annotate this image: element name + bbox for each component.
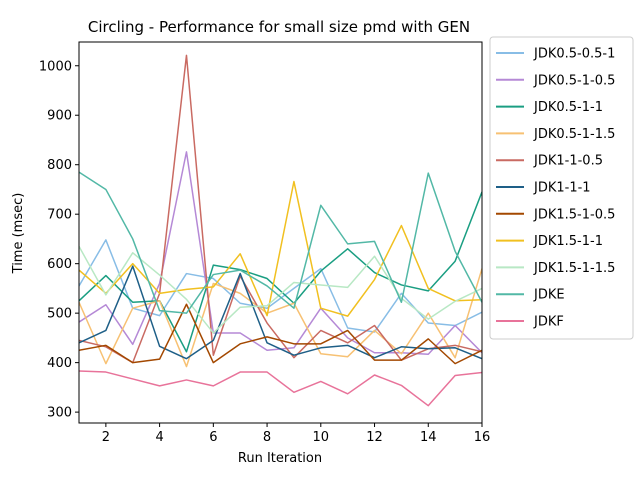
y-tick-label: 700 <box>47 208 72 223</box>
legend-item: JDK0.5-1-1 <box>496 100 603 115</box>
x-axis-title: Run Iteration <box>238 451 322 466</box>
y-tick-label: 400 <box>47 356 72 371</box>
legend-label: JDK1-1-1 <box>533 181 591 196</box>
x-tick-label: 12 <box>366 430 383 445</box>
x-tick-label: 2 <box>102 430 110 445</box>
y-tick-label: 900 <box>47 109 72 124</box>
x-tick-label: 10 <box>313 430 330 445</box>
legend-item: JDK1-1-1 <box>496 181 591 196</box>
legend-item: JDKF <box>496 315 564 330</box>
legend: JDK0.5-0.5-1 JDK0.5-1-0.5 JDK0.5-1-1 JDK0.5… <box>489 36 634 340</box>
legend-label: JDK0.5-1-1.5 <box>533 127 615 142</box>
legend-item: JDK1-1-0.5 <box>496 154 603 169</box>
legend-label: JDKF <box>533 315 564 330</box>
series-line-8 <box>79 180 482 317</box>
legend-box <box>489 36 634 340</box>
y-axis-title: Time (msec) <box>11 193 26 275</box>
chart-title: Circling - Performance for small size pm… <box>88 18 470 36</box>
y-tick-label: 500 <box>47 307 72 322</box>
legend-label: JDKE <box>533 288 565 303</box>
legend-item: JDK1.5-1-1.5 <box>496 261 615 276</box>
legend-label: JDK1.5-1-1.5 <box>533 261 615 276</box>
legend-item: JDK0.5-0.5-1 <box>496 47 615 62</box>
x-tick-label: 8 <box>263 430 271 445</box>
legend-label: JDK1.5-1-0.5 <box>533 207 615 222</box>
legend-label: JDK0.5-1-1 <box>533 100 603 115</box>
legend-label: JDK0.5-0.5-1 <box>533 47 615 62</box>
legend-item: JDK1.5-1-0.5 <box>496 207 615 222</box>
legend-item: JDKE <box>496 288 565 303</box>
plot-frame <box>78 41 483 424</box>
x-tick-label: 6 <box>209 430 217 445</box>
series-line-9 <box>79 245 482 334</box>
legend-label: JDK1-1-0.5 <box>533 154 603 169</box>
x-axis: 2 4 6 8 10 12 14 16 <box>102 423 491 445</box>
y-tick-label: 1000 <box>39 59 72 74</box>
legend-label: JDK1.5-1-1 <box>533 234 603 249</box>
series-line-6 <box>79 265 482 360</box>
series-line-10 <box>79 171 482 314</box>
y-tick-label: 300 <box>47 406 72 421</box>
y-tick-label: 600 <box>47 257 72 272</box>
series-line-11 <box>79 370 482 407</box>
x-tick-label: 16 <box>474 430 491 445</box>
legend-item: JDK1.5-1-1 <box>496 234 603 249</box>
legend-label: JDK0.5-1-0.5 <box>533 73 615 88</box>
series-line-7 <box>79 303 482 365</box>
x-tick-label: 4 <box>155 430 163 445</box>
legend-item: JDK0.5-1-1.5 <box>496 127 615 142</box>
y-tick-label: 800 <box>47 158 72 173</box>
plot-area <box>79 54 482 407</box>
x-tick-label: 14 <box>420 430 437 445</box>
y-axis: 300 400 500 600 700 800 900 1000 <box>39 59 79 421</box>
legend-item: JDK0.5-1-0.5 <box>496 73 615 88</box>
series-line-3 <box>79 191 482 353</box>
